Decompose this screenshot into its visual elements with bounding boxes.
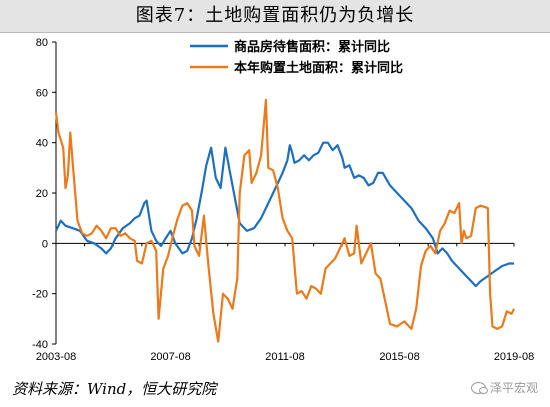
y-tick-label: 40 <box>36 138 48 150</box>
line-chart: -40 -20 0 20 40 60 80 2003-08 2007-08 2011-08 2015… <box>32 37 534 363</box>
y-tick-label: -20 <box>32 289 48 301</box>
legend-label: 本年购置土地面积：累计同比 <box>234 60 403 76</box>
x-tick-label: 2019-08 <box>494 351 534 363</box>
axes: -40 -20 0 20 40 60 80 2003-08 2007-08 2011-08 2015… <box>32 37 534 363</box>
x-tick-label: 2015-08 <box>379 351 419 363</box>
x-tick-label: 2007-08 <box>150 351 190 363</box>
watermark-text: 泽平宏观 <box>489 381 538 395</box>
series-lines <box>54 98 515 343</box>
y-tick-label: -40 <box>32 339 48 351</box>
y-tick-label: 80 <box>36 37 48 49</box>
chart-title: 图表7：土地购置面积仍为负增长 <box>0 0 550 33</box>
y-tick-label: 0 <box>42 238 48 250</box>
source-note: 资料来源：Wind，恒大研究院 <box>12 380 217 398</box>
y-tick-label: 20 <box>36 188 48 200</box>
x-tick-label: 2011-08 <box>265 351 305 363</box>
legend-label: 商品房待售面积：累计同比 <box>234 39 390 55</box>
series-line-1 <box>55 141 514 288</box>
series-line-2 <box>54 98 515 343</box>
y-tick-label: 60 <box>36 87 48 99</box>
x-tick-label: 2003-08 <box>36 351 76 363</box>
wechat-icon <box>470 381 488 394</box>
watermark: 泽平宏观 <box>470 379 538 396</box>
